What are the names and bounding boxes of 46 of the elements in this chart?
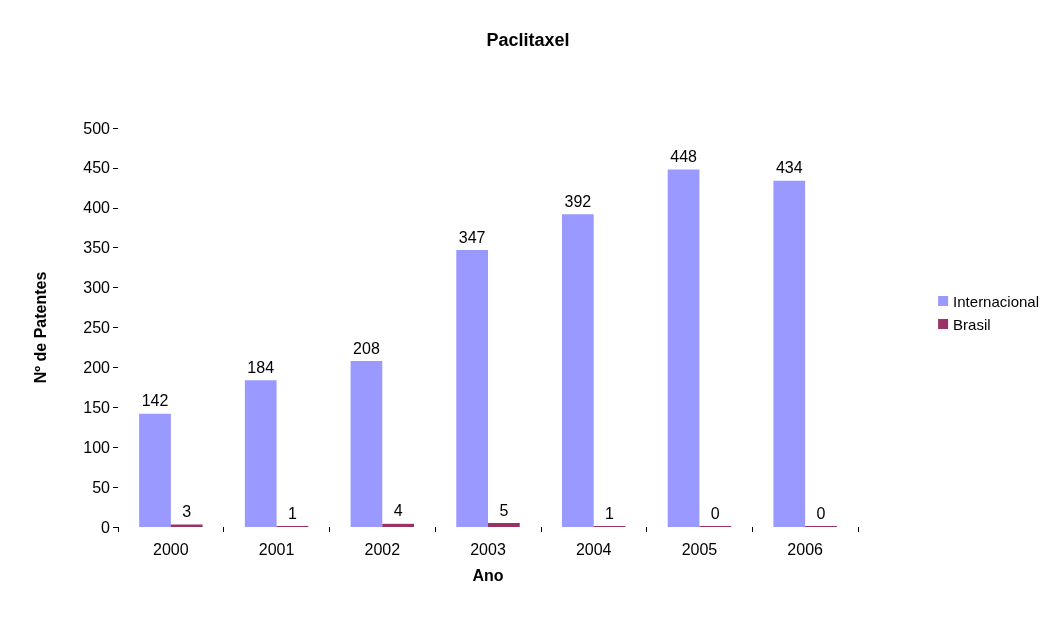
data-label: 1 <box>287 504 297 522</box>
y-tick-label: 100 <box>83 438 111 456</box>
x-tick-label: 2005 <box>681 540 718 558</box>
x-tick-label: 2002 <box>364 540 401 558</box>
y-tick-label: 150 <box>83 398 111 416</box>
legend-label: Brasil <box>953 315 991 333</box>
y-tick-label: 0 <box>101 518 111 536</box>
chart-title: Paclitaxel <box>486 30 570 50</box>
y-tick-label: 200 <box>83 358 111 376</box>
bar <box>562 214 594 527</box>
x-tick-label: 2001 <box>258 540 295 558</box>
x-tick-label: 2000 <box>153 540 189 558</box>
data-label: 142 <box>141 392 169 410</box>
x-tick-label: 2004 <box>575 540 612 558</box>
y-tick-label: 300 <box>83 279 111 297</box>
data-label: 0 <box>816 504 826 522</box>
data-label: 184 <box>247 358 275 376</box>
y-tick-label: 500 <box>83 119 111 137</box>
bar <box>667 169 700 527</box>
data-label: 448 <box>670 148 698 165</box>
bar <box>456 250 488 527</box>
data-label: 208 <box>353 339 380 357</box>
bar <box>488 523 520 527</box>
y-tick-label: 350 <box>83 239 111 257</box>
data-label: 434 <box>775 159 803 177</box>
bar <box>139 413 171 527</box>
data-label: 0 <box>710 504 720 522</box>
x-axis-title: Ano <box>472 566 504 584</box>
x-tick-label: 2006 <box>787 540 824 558</box>
y-tick-label: 250 <box>83 319 111 336</box>
y-axis-title: Nº de Patentes <box>31 271 49 384</box>
x-tick-label: 2003 <box>470 540 506 558</box>
legend-label: Internacional <box>953 292 1040 310</box>
data-label: 1 <box>605 504 615 522</box>
data-label: 392 <box>564 192 592 210</box>
bar <box>244 380 277 527</box>
y-tick-label: 450 <box>83 159 111 177</box>
data-label: 4 <box>393 502 403 520</box>
data-label: 347 <box>458 228 486 246</box>
y-tick-label: 400 <box>83 199 111 217</box>
bar <box>773 180 806 527</box>
y-tick-label: 50 <box>92 478 111 496</box>
bar <box>382 523 414 527</box>
data-label: 3 <box>182 503 192 521</box>
data-label: 5 <box>499 501 509 519</box>
bar <box>350 361 383 527</box>
